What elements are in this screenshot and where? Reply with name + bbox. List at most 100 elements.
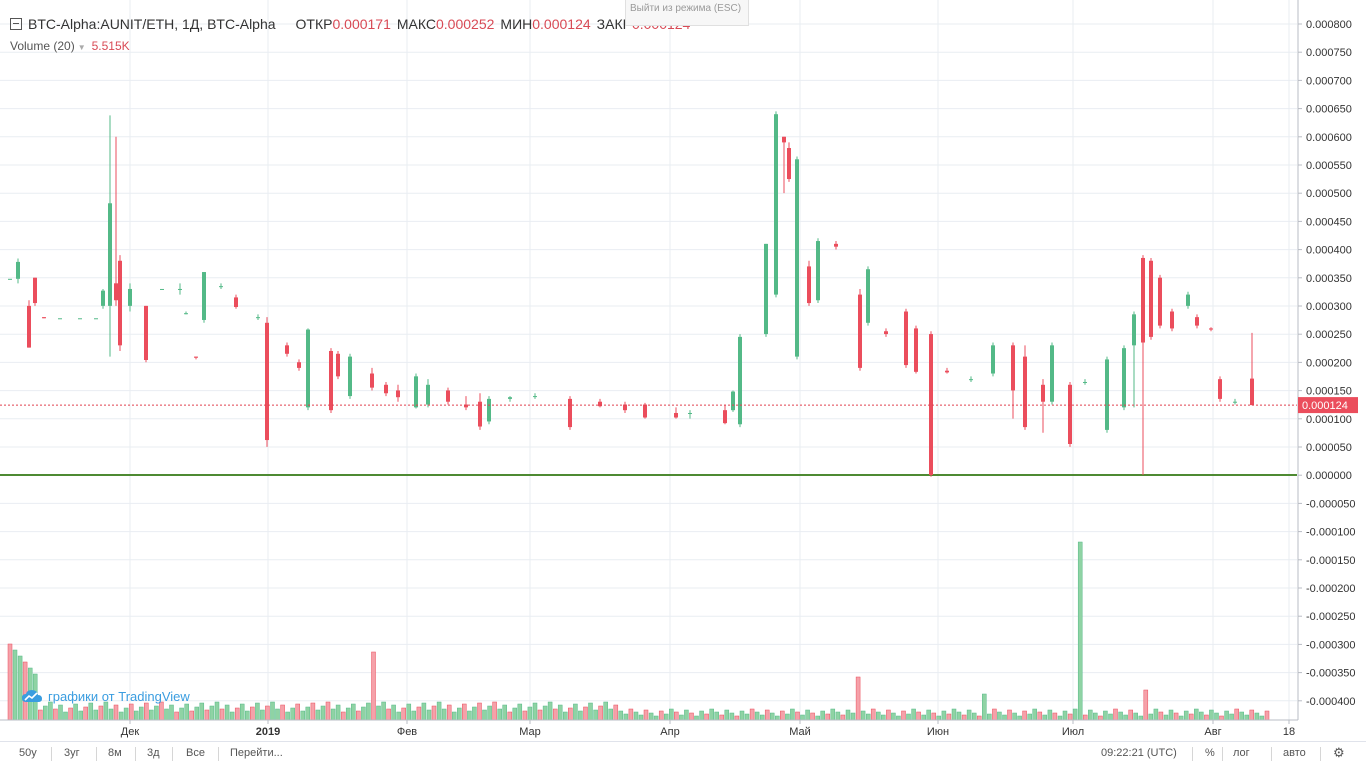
time-tick-label: Мар	[519, 726, 541, 738]
price-tick-label: -0.000050	[1306, 498, 1356, 510]
candle-body	[128, 288, 132, 306]
candle-body	[329, 350, 333, 411]
volume-bar	[133, 710, 139, 721]
volume-bar	[265, 705, 270, 721]
last-price-value: 0.000124	[1302, 400, 1348, 412]
volume-bar	[164, 708, 169, 721]
volume-bar	[144, 702, 149, 721]
volume-bar	[1209, 709, 1214, 721]
volume-bar	[43, 705, 48, 721]
candle-body	[306, 329, 310, 408]
volume-bar	[58, 704, 63, 721]
candle-body	[108, 203, 112, 306]
candle-body	[256, 317, 260, 319]
volume-bar	[1264, 710, 1270, 721]
auto-scale-button[interactable]: авто	[1283, 747, 1306, 759]
range-3y-button[interactable]: 3уг	[64, 747, 80, 759]
volume-bar	[502, 704, 507, 721]
volume-bar	[366, 702, 371, 721]
goto-date-button[interactable]: Перейти...	[230, 747, 283, 759]
volume-bar	[588, 702, 593, 721]
volume-bar	[462, 703, 467, 721]
volume-bar	[467, 710, 472, 721]
candle-body	[508, 397, 512, 399]
volume-bar	[88, 702, 94, 721]
candle-body	[118, 260, 122, 346]
percent-scale-button[interactable]: %	[1205, 747, 1215, 759]
candle-body	[446, 390, 450, 402]
exit-fullscreen-button[interactable]: Выйти из режима (ESC)	[625, 0, 749, 26]
volume-bar	[305, 706, 311, 721]
volume-bar	[1012, 712, 1017, 721]
volume-bar	[845, 709, 851, 721]
price-tick-label: 0.000350	[1306, 273, 1352, 285]
volume-bar	[769, 712, 775, 721]
volume-bar	[204, 709, 210, 721]
range-50y-button[interactable]: 50y	[19, 747, 37, 759]
volume-bar	[921, 714, 926, 721]
clock-readout: 09:22:21 (UTC)	[1101, 747, 1177, 759]
price-chart[interactable]: 0.000800 0.000750 0.000700 0.000650 0.000600…	[0, 0, 1366, 741]
candle-body	[144, 305, 148, 360]
range-8m-button[interactable]: 8м	[108, 747, 122, 759]
volume-bar	[386, 708, 391, 721]
volume-bar	[1072, 708, 1078, 721]
volume-bar	[457, 707, 462, 721]
volume-bar	[63, 711, 68, 721]
volume-bar	[229, 711, 235, 721]
volume-bar	[931, 712, 937, 721]
price-tick-label: -0.000400	[1306, 696, 1356, 708]
volume-bar	[1067, 713, 1073, 721]
volume-bar	[472, 706, 477, 721]
volume-bar	[391, 704, 396, 721]
symbol-title[interactable]: BTC-Alpha:AUNIT/ETH, 1Д, BTC-Alpha	[28, 16, 276, 32]
volume-bar	[860, 710, 866, 721]
tradingview-branding[interactable]: графики от TradingView	[22, 689, 190, 704]
candle-body	[945, 370, 949, 373]
log-scale-button[interactable]: лог	[1233, 747, 1250, 759]
volume-bar	[98, 705, 104, 721]
volume-bar	[371, 651, 376, 721]
high-value: 0.000252	[436, 16, 495, 32]
candle-body	[58, 318, 62, 320]
volume-bar	[724, 709, 730, 721]
volume-bar	[684, 709, 689, 721]
candle-body	[1011, 345, 1015, 391]
candle-series	[0, 111, 1297, 477]
volume-bar	[1229, 713, 1234, 721]
time-tick-label: 2019	[256, 726, 280, 738]
volume-bar	[881, 714, 886, 721]
volume-bar	[825, 713, 831, 721]
candle-body	[858, 294, 862, 368]
volume-bar	[239, 703, 245, 721]
volume-bar	[1168, 709, 1174, 721]
time-tick-label: Апр	[660, 726, 679, 738]
volume-bar	[406, 703, 412, 721]
range-3d-button[interactable]: 3д	[147, 747, 160, 759]
range-all-button[interactable]: Все	[186, 747, 205, 759]
collapse-icon[interactable]	[10, 18, 22, 30]
volume-bar	[987, 713, 992, 721]
volume-bar	[1128, 709, 1133, 721]
price-tick-label: 0.000600	[1306, 132, 1352, 144]
volume-bar	[886, 709, 891, 721]
volume-bar	[325, 701, 331, 721]
volume-bar	[719, 714, 725, 721]
candle-body	[194, 356, 198, 358]
price-tick-label: -0.000350	[1306, 668, 1356, 680]
volume-bar	[285, 711, 290, 721]
volume-bar	[1027, 713, 1032, 721]
caret-down-icon[interactable]: ▼	[77, 43, 86, 52]
volume-bar	[1057, 715, 1063, 721]
settings-gear-icon[interactable]: ⚙	[1333, 745, 1345, 760]
volume-label: Volume (20)	[10, 39, 75, 53]
candle-body	[396, 390, 400, 398]
volume-bar	[300, 710, 306, 721]
volume-legend[interactable]: Volume (20) ▼ 5.515K	[10, 39, 130, 53]
volume-bar	[1052, 712, 1058, 721]
volume-bar	[169, 704, 174, 721]
volume-bar	[174, 711, 179, 721]
price-tick-label: 0.000000	[1306, 470, 1352, 482]
volume-bar	[507, 711, 513, 721]
candle-body	[1050, 345, 1054, 402]
